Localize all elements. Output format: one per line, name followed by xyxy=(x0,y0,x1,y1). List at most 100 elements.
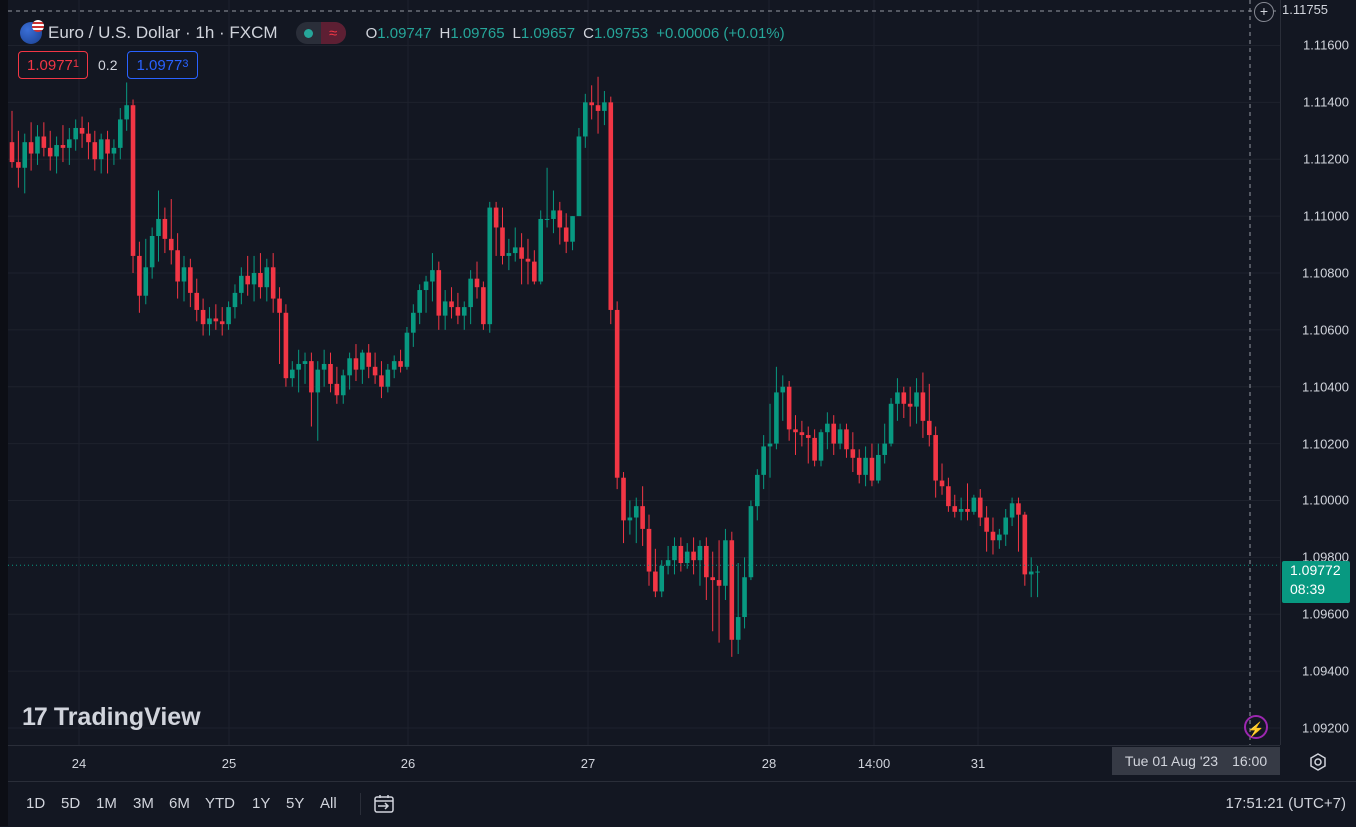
candle-body xyxy=(633,506,639,518)
candle-body xyxy=(360,352,365,370)
time-axis[interactable]: 24 25 26 27 28 14:00 31 xyxy=(8,745,1280,782)
close-value: 1.09753 xyxy=(593,24,649,42)
crosshair-date: Tue 01 Aug '23 xyxy=(1124,753,1219,769)
candle-body xyxy=(73,127,78,140)
time-tick-label: 25 xyxy=(221,756,237,771)
candle-body xyxy=(92,142,98,160)
sell-button[interactable]: 1.0977 1 xyxy=(18,51,89,79)
candle-body xyxy=(137,255,142,296)
range-5d-button[interactable]: 5D xyxy=(61,795,81,812)
lightning-icon[interactable]: ⚡ xyxy=(1244,715,1268,739)
candle-body xyxy=(544,218,550,220)
candle-body xyxy=(997,534,1002,541)
candle-body xyxy=(474,278,480,288)
clock-timezone[interactable]: 17:51:21 (UTC+7) xyxy=(1225,795,1346,812)
price-tick-label: 1.10000 xyxy=(1302,492,1349,508)
candle-body xyxy=(270,267,276,299)
candle-body xyxy=(1003,517,1009,535)
candle-body xyxy=(901,392,907,404)
candle-body xyxy=(506,253,512,256)
candle-body xyxy=(258,272,263,288)
time-tick-label: 14:00 xyxy=(857,756,891,771)
candle-body xyxy=(799,432,805,436)
candle-body xyxy=(60,145,66,148)
candle-body xyxy=(570,216,575,242)
candle-body xyxy=(538,218,544,282)
candle-body xyxy=(557,210,563,228)
range-1d-button[interactable]: 1D xyxy=(26,795,46,812)
candle-body xyxy=(774,392,779,444)
candle-body xyxy=(353,358,359,370)
chart-pane[interactable] xyxy=(8,0,1280,745)
candle-body xyxy=(805,435,811,438)
buy-button[interactable]: 1.0977 3 xyxy=(127,51,198,79)
candle-body xyxy=(691,551,696,561)
candle-body xyxy=(181,267,187,282)
symbol-title[interactable]: Euro / U.S. Dollar · 1h · FXCM xyxy=(48,23,278,42)
range-ytd-button[interactable]: YTD xyxy=(205,795,235,812)
candlestick-chart[interactable] xyxy=(8,0,1280,745)
candle-body xyxy=(583,102,588,137)
range-all-button[interactable]: All xyxy=(320,795,337,812)
candle-body xyxy=(449,301,454,308)
candle-body xyxy=(35,136,40,154)
open-label: O xyxy=(365,24,378,42)
candle-body xyxy=(977,497,983,518)
candle-body xyxy=(786,386,792,430)
candle-body xyxy=(149,236,155,268)
candle-body xyxy=(869,457,875,481)
price-tick-label: 1.10400 xyxy=(1302,379,1349,395)
low-label: L xyxy=(512,24,521,42)
candle-body xyxy=(321,363,327,370)
candle-body xyxy=(379,375,384,387)
candle-body xyxy=(882,443,887,455)
settings-icon[interactable] xyxy=(1308,752,1328,772)
range-5y-button[interactable]: 5Y xyxy=(286,795,305,812)
candle-body xyxy=(831,423,837,444)
candle-body xyxy=(366,352,372,367)
candle-body xyxy=(143,267,149,296)
candle-body xyxy=(780,386,786,393)
go-to-date-icon[interactable] xyxy=(372,792,396,816)
candle-body xyxy=(576,136,582,217)
plus-icon[interactable]: + xyxy=(1254,2,1274,22)
candle-body xyxy=(430,270,435,282)
candle-body xyxy=(340,375,346,396)
candle-body xyxy=(1028,571,1034,575)
candle-body xyxy=(595,105,601,111)
crosshair-time-label: Tue 01 Aug '23 16:00 xyxy=(1112,747,1280,775)
candle-body xyxy=(168,238,174,251)
range-1y-button[interactable]: 1Y xyxy=(252,795,271,812)
candle-body xyxy=(965,508,970,512)
candle-body xyxy=(391,361,397,370)
price-tick-label: 1.09400 xyxy=(1302,663,1349,679)
candle-body xyxy=(563,227,569,242)
tradingview-logo-icon: 17 xyxy=(22,703,48,731)
candle-body xyxy=(67,139,72,148)
candle-body xyxy=(697,545,703,561)
wave-icon: ≈ xyxy=(320,22,346,44)
price-axis[interactable]: 1.11600 1.11400 1.11200 1.11000 1.10800 1.106… xyxy=(1280,0,1356,745)
candle-body xyxy=(455,307,461,316)
range-6m-button[interactable]: 6M xyxy=(169,795,190,812)
candle-body xyxy=(844,429,849,450)
candle-body xyxy=(920,392,926,421)
market-status-pill[interactable]: ≈ xyxy=(295,22,346,44)
candle-body xyxy=(627,517,633,521)
range-3m-button[interactable]: 3M xyxy=(133,795,154,812)
candle-body xyxy=(232,292,238,308)
candle-body xyxy=(1016,503,1021,515)
price-tick-label: 1.11600 xyxy=(1302,37,1349,53)
candle-body xyxy=(200,309,206,325)
range-1m-button[interactable]: 1M xyxy=(96,795,117,812)
top-price-label: 1.11755 xyxy=(1282,2,1329,17)
toolbar-divider xyxy=(360,793,361,815)
candle-body xyxy=(385,369,391,387)
low-value: 1.09657 xyxy=(520,24,576,42)
high-value: 1.09765 xyxy=(450,24,505,42)
candle-body xyxy=(876,454,881,481)
time-tick-label: 24 xyxy=(71,756,87,771)
candle-body xyxy=(863,457,868,475)
candle-body xyxy=(958,508,964,512)
price-tick-label: 1.10200 xyxy=(1302,436,1349,452)
